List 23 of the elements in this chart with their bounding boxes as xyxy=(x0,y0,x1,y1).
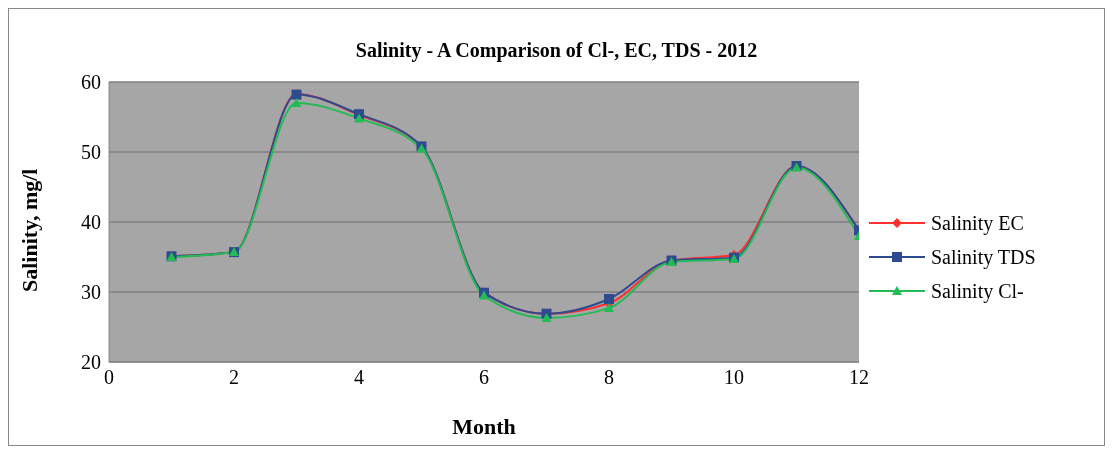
x-axis-title: Month xyxy=(452,414,516,439)
y-tick-label: 40 xyxy=(81,211,101,234)
point xyxy=(604,303,614,313)
point xyxy=(291,98,302,107)
point xyxy=(541,312,552,322)
legend-label: Salinity Cl- xyxy=(931,279,1024,303)
x-tick-label: 2 xyxy=(229,366,239,389)
y-tick-label: 20 xyxy=(81,351,101,374)
y-axis-title: Salinity, mg/l xyxy=(16,168,42,292)
y-tick-label: 60 xyxy=(81,71,101,94)
x-tick-label: 10 xyxy=(724,366,744,389)
x-tick-label: 0 xyxy=(104,366,114,389)
x-tick-label: 6 xyxy=(479,366,489,389)
y-tick-label: 30 xyxy=(81,281,101,304)
point xyxy=(604,294,614,304)
x-tick-label: 4 xyxy=(354,366,364,389)
x-tick-label: 12 xyxy=(849,366,869,389)
legend-label: Salinity EC xyxy=(931,211,1024,235)
point xyxy=(354,113,364,123)
legend-label: Salinity TDS xyxy=(931,245,1036,269)
chart-title: Salinity - A Comparison of Cl-, EC, TDS - 2012 xyxy=(354,39,759,62)
x-tick-label: 8 xyxy=(604,366,614,389)
y-tick-label: 50 xyxy=(81,141,101,164)
